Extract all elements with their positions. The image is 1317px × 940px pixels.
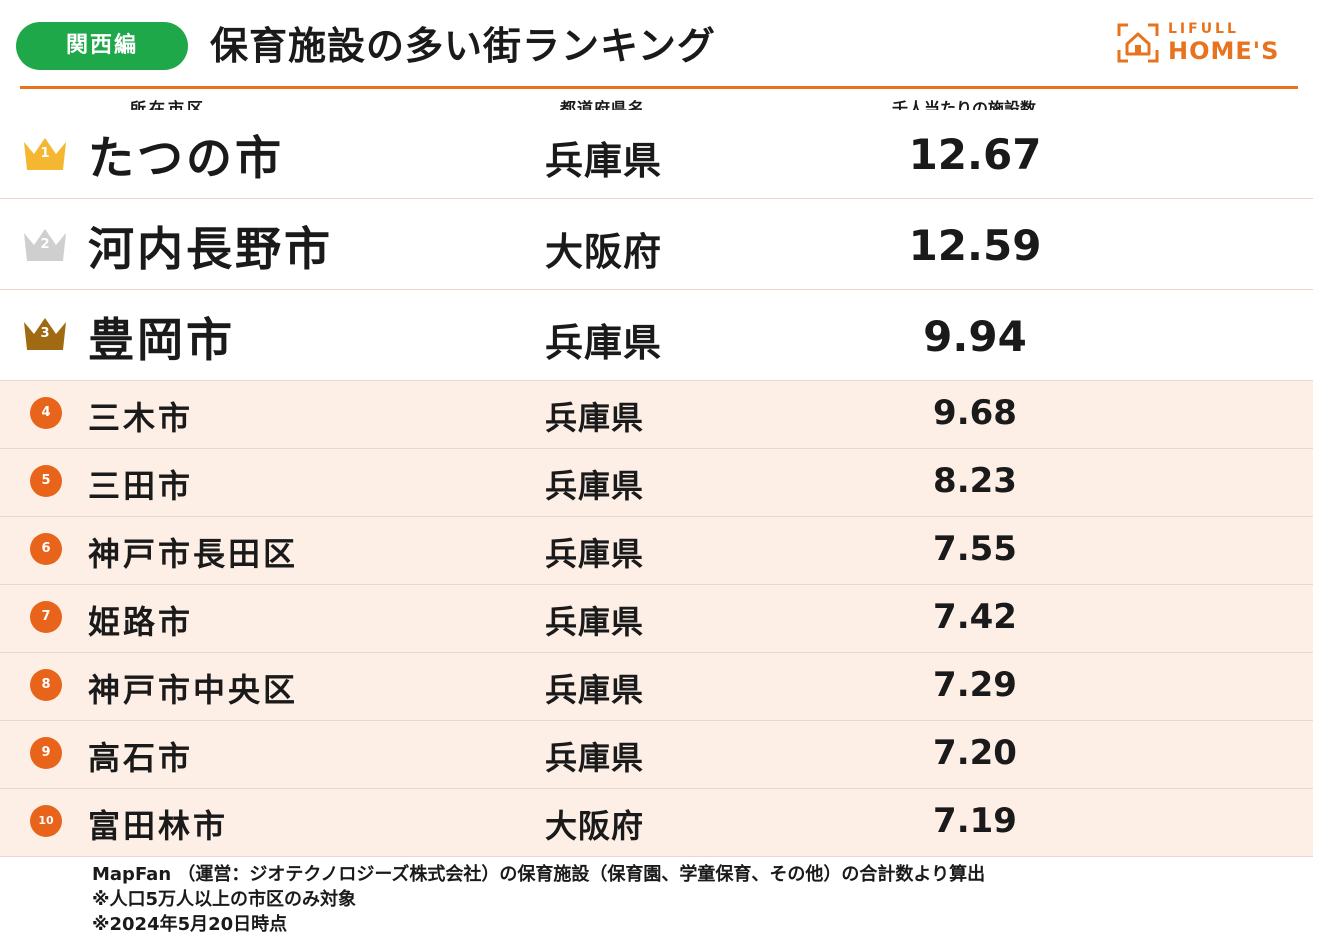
crown-icon xyxy=(24,318,66,350)
facility-value: 12.59 xyxy=(908,221,1042,270)
house-icon xyxy=(1117,23,1159,63)
table-row: 4 三木市 兵庫県 9.68 xyxy=(0,381,1313,449)
rank-badge: 9 xyxy=(30,737,62,769)
city-name: 三田市 xyxy=(88,467,194,505)
city-name: たつの市 xyxy=(88,131,284,185)
facility-value: 12.67 xyxy=(908,130,1042,179)
table-row: 8 神戸市中央区 兵庫県 7.29 xyxy=(0,653,1313,721)
prefecture-name: 兵庫県 xyxy=(545,399,645,437)
facility-value: 7.29 xyxy=(933,665,1017,705)
city-name: 豊岡市 xyxy=(88,313,235,367)
rank-badge: 10 xyxy=(30,805,62,837)
prefecture-name: 兵庫県 xyxy=(545,139,663,183)
brand-logo: LIFULL HOME'S xyxy=(1116,20,1296,68)
prefecture-name: 兵庫県 xyxy=(545,739,645,777)
prefecture-name: 兵庫県 xyxy=(545,671,645,709)
source-notes: MapFan （運営：ジオテクノロジーズ株式会社）の保育施設（保育園、学童保育、… xyxy=(92,862,985,937)
city-name: 河内長野市 xyxy=(88,222,333,276)
table-row: 3 豊岡市 兵庫県 9.94 xyxy=(0,290,1313,381)
city-name: 三木市 xyxy=(88,399,194,437)
city-name: 神戸市中央区 xyxy=(88,671,299,709)
rank-badge: 6 xyxy=(30,533,62,565)
logo-text-bottom: HOME'S xyxy=(1168,37,1280,65)
header-divider xyxy=(20,86,1298,89)
table-row: 5 三田市 兵庫県 8.23 xyxy=(0,449,1313,517)
facility-value: 7.42 xyxy=(933,597,1017,637)
facility-value: 7.55 xyxy=(933,529,1017,569)
facility-value: 7.20 xyxy=(933,733,1017,773)
city-name: 富田林市 xyxy=(88,807,229,845)
crown-icon xyxy=(24,229,66,261)
prefecture-name: 大阪府 xyxy=(545,230,663,274)
prefecture-name: 兵庫県 xyxy=(545,467,645,505)
crown-icon xyxy=(24,138,66,170)
page-title: 保育施設の多い街ランキング xyxy=(210,24,716,68)
table-row: 1 たつの市 兵庫県 12.67 xyxy=(0,110,1313,199)
table-row: 6 神戸市長田区 兵庫県 7.55 xyxy=(0,517,1313,585)
rank-badge: 7 xyxy=(30,601,62,633)
rank-number: 2 xyxy=(40,237,50,252)
facility-value: 9.68 xyxy=(933,393,1017,433)
rank-number: 3 xyxy=(40,326,50,341)
facility-value: 9.94 xyxy=(923,312,1027,361)
population-note: ※人口5万人以上の市区のみ対象 xyxy=(92,889,357,910)
prefecture-name: 兵庫県 xyxy=(545,321,663,365)
table-row: 7 姫路市 兵庫県 7.42 xyxy=(0,585,1313,653)
facility-value: 7.19 xyxy=(933,801,1017,841)
facility-value: 8.23 xyxy=(933,461,1017,501)
prefecture-name: 兵庫県 xyxy=(545,535,645,573)
city-name: 姫路市 xyxy=(88,603,194,641)
table-row: 10 富田林市 大阪府 7.19 xyxy=(0,789,1313,857)
prefecture-name: 兵庫県 xyxy=(545,603,645,641)
city-name: 高石市 xyxy=(88,739,194,777)
date-note: ※2024年5月20日時点 xyxy=(92,914,288,935)
table-row: 9 高石市 兵庫県 7.20 xyxy=(0,721,1313,789)
rank-badge: 8 xyxy=(30,669,62,701)
rank-badge: 4 xyxy=(30,397,62,429)
source-note: MapFan （運営：ジオテクノロジーズ株式会社）の保育施設（保育園、学童保育、… xyxy=(92,864,986,885)
rank-badge: 5 xyxy=(30,465,62,497)
region-badge: 関西編 xyxy=(16,22,188,70)
table-row: 2 河内長野市 大阪府 12.59 xyxy=(0,199,1313,290)
logo-text-top: LIFULL xyxy=(1168,21,1239,37)
prefecture-name: 大阪府 xyxy=(545,807,645,845)
rank-number: 1 xyxy=(40,146,50,161)
city-name: 神戸市長田区 xyxy=(88,535,299,573)
